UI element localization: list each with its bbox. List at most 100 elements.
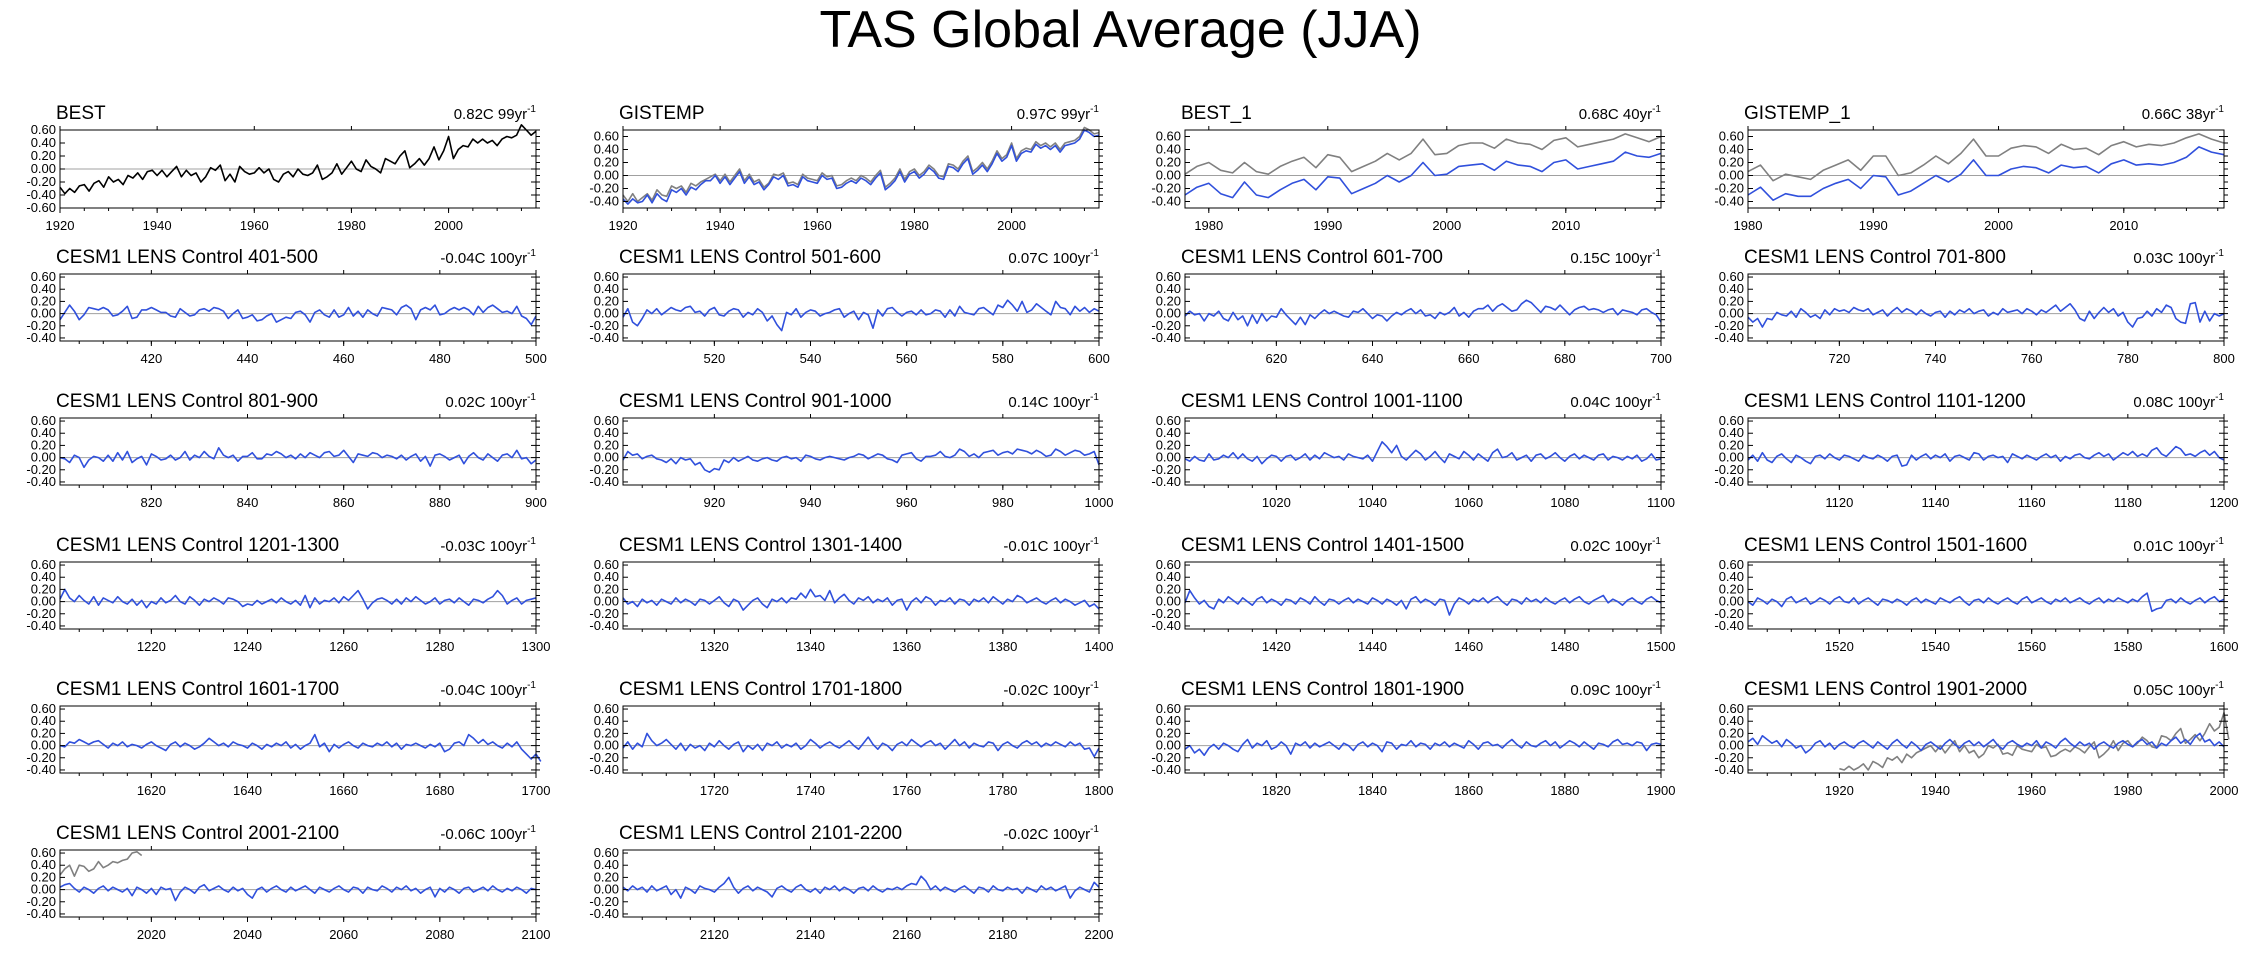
x-tick-label: 1320 <box>700 639 729 654</box>
y-tick-label: 0.00 <box>594 450 619 465</box>
x-tick-label: 1440 <box>1358 639 1387 654</box>
y-tick-label: -0.20 <box>26 606 56 621</box>
y-tick-label: -0.40 <box>1151 474 1181 489</box>
y-tick-label: -0.40 <box>26 762 56 777</box>
x-tick-label: 1720 <box>700 783 729 798</box>
y-tick-label: 0.20 <box>1719 437 1744 452</box>
trend-exponent: -1 <box>2215 680 2224 691</box>
x-tick-label: 760 <box>2021 351 2043 366</box>
y-tick-label: -0.40 <box>589 330 619 345</box>
panel-trend: 0.09C 100yr-1 <box>1570 680 1661 699</box>
x-tick-label: 1780 <box>988 783 1017 798</box>
plot-frame <box>1184 417 1662 486</box>
panel-trend: -0.06C 100yr-1 <box>440 824 536 843</box>
x-tick-label: 2100 <box>522 927 551 942</box>
series-line-observed <box>1747 133 2225 182</box>
series-line-model <box>59 304 537 326</box>
y-tick-label: 0.00 <box>1156 450 1181 465</box>
x-tick-label: 1140 <box>1922 495 1950 510</box>
y-tick-label: 0.40 <box>31 569 56 584</box>
panel-title: CESM1 LENS Control 401-500 <box>56 247 318 268</box>
y-tick-label: -0.20 <box>589 181 619 196</box>
x-tick-label: 1500 <box>1647 639 1676 654</box>
y-tick-label: -0.20 <box>1714 750 1744 765</box>
y-tick-label: 0.60 <box>31 413 56 428</box>
y-tick-label: 0.20 <box>31 148 56 163</box>
x-tick-label: 1960 <box>240 218 269 233</box>
panel-14: CESM1 LENS Control 1301-1400 -0.01C 100yr… <box>589 535 1113 654</box>
y-tick-label: 0.00 <box>31 738 56 753</box>
y-tick-label: 0.60 <box>594 845 619 860</box>
panel-trend: -0.01C 100yr-1 <box>1003 536 1099 555</box>
x-tick-label: 1220 <box>137 639 166 654</box>
x-tick-label: 1700 <box>522 783 551 798</box>
y-tick-label: -0.40 <box>26 187 56 202</box>
panel-trend: 0.68C 40yr-1 <box>1579 104 1662 123</box>
plot-frame <box>622 849 1100 918</box>
trend-exponent: -1 <box>2215 392 2224 403</box>
y-tick-label: 0.00 <box>1719 738 1744 753</box>
x-tick-label: 860 <box>333 495 355 510</box>
panel-title: CESM1 LENS Control 2001-2100 <box>56 823 339 844</box>
y-tick-label: 0.00 <box>594 594 619 609</box>
x-tick-label: 560 <box>896 351 918 366</box>
y-tick-label: 0.40 <box>594 713 619 728</box>
y-tick-label: -0.20 <box>1151 606 1181 621</box>
x-tick-label: 1580 <box>2113 639 2142 654</box>
x-tick-label: 800 <box>2213 351 2235 366</box>
x-tick-label: 1980 <box>900 218 929 233</box>
y-tick-label: 0.40 <box>1156 569 1181 584</box>
y-tick-label: 0.40 <box>1719 713 1744 728</box>
y-tick-label: -0.60 <box>26 200 56 215</box>
series-line-model <box>622 129 1100 205</box>
y-tick-label: 0.60 <box>1156 129 1181 144</box>
y-tick-label: 0.00 <box>1719 168 1744 183</box>
y-tick-label: 0.60 <box>1719 269 1744 284</box>
y-tick-label: 0.00 <box>1719 450 1744 465</box>
y-tick-label: 0.20 <box>31 725 56 740</box>
x-tick-label: 640 <box>1362 351 1384 366</box>
trend-exponent: -1 <box>527 824 536 835</box>
y-tick-label: 0.40 <box>31 281 56 296</box>
series-line-model <box>1184 151 1662 199</box>
x-tick-label: 1940 <box>706 218 735 233</box>
y-tick-label: -0.20 <box>1714 606 1744 621</box>
x-tick-label: 580 <box>992 351 1014 366</box>
plot-frame <box>1747 129 2225 209</box>
panel-title: CESM1 LENS Control 1101-1200 <box>1744 391 2026 412</box>
panel-title: CESM1 LENS Control 2101-2200 <box>619 823 902 844</box>
panel-title: CESM1 LENS Control 1901-2000 <box>1744 679 2027 700</box>
x-tick-label: 1340 <box>796 639 825 654</box>
x-tick-label: 1980 <box>337 218 366 233</box>
y-tick-label: -0.20 <box>26 462 56 477</box>
plot-frame <box>622 561 1100 630</box>
panel-title: CESM1 LENS Control 1801-1900 <box>1181 679 1464 700</box>
y-tick-label: -0.40 <box>1151 194 1181 209</box>
x-tick-label: 900 <box>525 495 547 510</box>
series-line-observed <box>59 124 537 195</box>
x-tick-label: 2140 <box>796 927 825 942</box>
y-tick-label: 0.00 <box>31 594 56 609</box>
panel-21: CESM1 LENS Control 2001-2100 -0.06C 100yr… <box>26 823 550 942</box>
series-line-observed <box>1184 133 1662 175</box>
trend-exponent: -1 <box>1652 104 1661 115</box>
y-tick-label: 0.40 <box>31 135 56 150</box>
y-tick-label: 0.40 <box>1719 569 1744 584</box>
x-tick-label: 2000 <box>2210 783 2239 798</box>
x-tick-label: 1460 <box>1454 639 1483 654</box>
x-tick-label: 1600 <box>2210 639 2239 654</box>
y-tick-label: 0.20 <box>594 869 619 884</box>
x-tick-label: 620 <box>1266 351 1288 366</box>
y-tick-label: 0.00 <box>31 161 56 176</box>
x-tick-label: 440 <box>237 351 259 366</box>
x-tick-label: 1100 <box>1647 495 1675 510</box>
series-line-model <box>622 448 1100 474</box>
y-tick-label: 0.60 <box>1719 129 1744 144</box>
y-tick-label: 0.20 <box>1156 155 1181 170</box>
y-tick-label: 0.60 <box>31 557 56 572</box>
x-tick-label: 1980 <box>1194 218 1223 233</box>
trend-exponent: -1 <box>2215 536 2224 547</box>
y-tick-label: 0.20 <box>594 437 619 452</box>
panel-trend: 0.15C 100yr-1 <box>1570 248 1661 267</box>
y-tick-label: 0.60 <box>594 701 619 716</box>
